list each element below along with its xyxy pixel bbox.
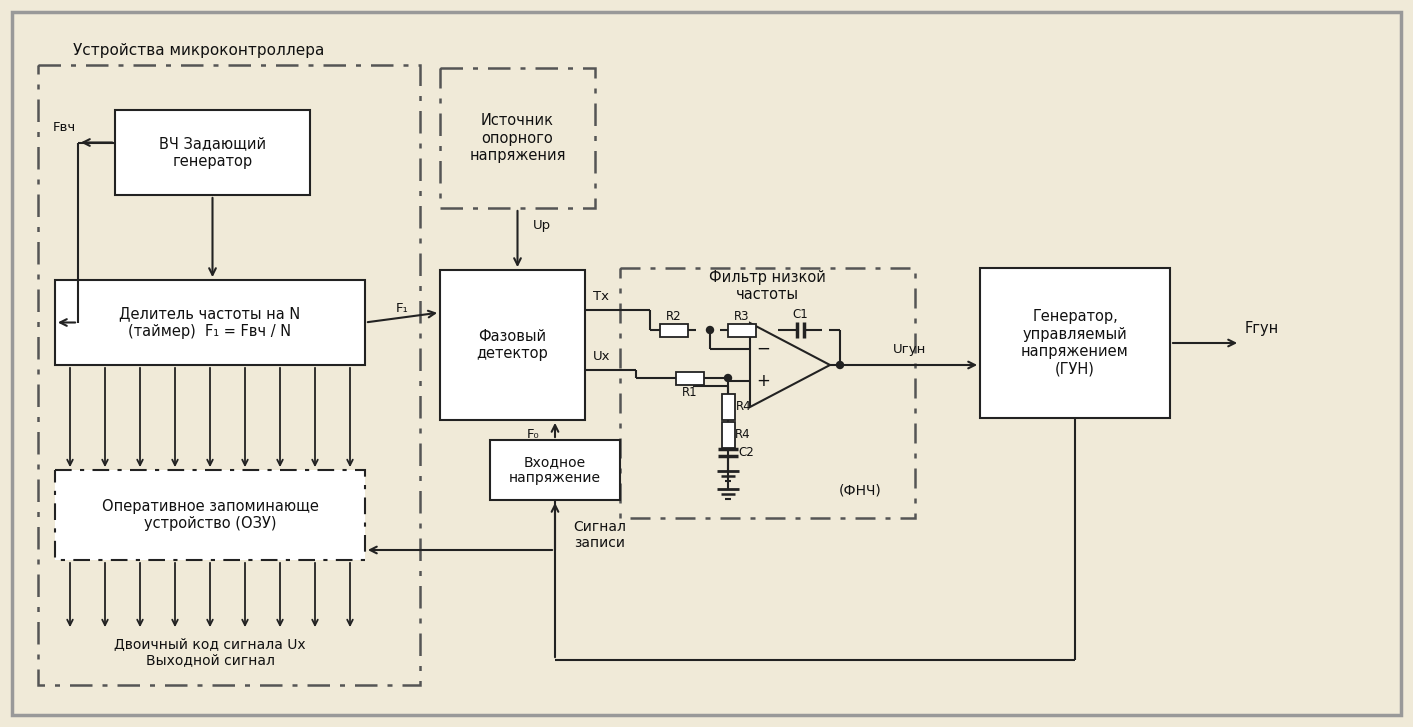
Bar [55, 280, 365, 365]
Bar [981, 268, 1170, 418]
Text: Tх: Tх [593, 291, 609, 303]
Text: Fвч: Fвч [52, 121, 76, 134]
Text: R3: R3 [735, 310, 750, 323]
Text: Входное
напряжение: Входное напряжение [509, 455, 601, 485]
Text: Uх: Uх [593, 350, 610, 364]
Bar [439, 270, 585, 420]
Text: Фильтр низкой
частоты: Фильтр низкой частоты [709, 270, 827, 302]
Bar [722, 394, 735, 420]
Text: Uгун: Uгун [893, 342, 927, 356]
Text: C2: C2 [738, 446, 755, 459]
Text: Генератор,
управляемый
напряжением
(ГУН): Генератор, управляемый напряжением (ГУН) [1022, 310, 1129, 377]
Text: −: − [756, 340, 770, 358]
Bar [490, 440, 620, 500]
Bar [114, 110, 309, 195]
Text: Двоичный код сигнала Uх
Выходной сигнал: Двоичный код сигнала Uх Выходной сигнал [114, 637, 305, 667]
Bar [728, 324, 756, 337]
Text: Делитель частоты на N
(таймер)  F₁ = Fвч / N: Делитель частоты на N (таймер) F₁ = Fвч … [119, 306, 301, 339]
Circle shape [706, 326, 714, 334]
Text: R4: R4 [736, 401, 752, 414]
Text: R1: R1 [682, 386, 698, 399]
Bar [55, 470, 365, 560]
Text: ВЧ Задающий
генератор: ВЧ Задающий генератор [158, 136, 266, 169]
Text: R2: R2 [666, 310, 682, 323]
Bar [620, 268, 916, 518]
Bar [660, 324, 688, 337]
Text: Источник
опорного
напряжения: Источник опорного напряжения [469, 113, 565, 163]
Text: Uр: Uр [533, 220, 551, 233]
Text: Fгун: Fгун [1245, 321, 1279, 335]
Text: +: + [756, 372, 770, 390]
Bar [38, 65, 420, 685]
Polygon shape [750, 323, 829, 407]
Bar [722, 422, 735, 448]
Text: R4: R4 [735, 428, 750, 441]
Text: F₁: F₁ [396, 302, 408, 315]
Circle shape [836, 361, 844, 369]
Text: F₀: F₀ [527, 427, 540, 441]
Bar [675, 371, 704, 385]
Circle shape [725, 374, 732, 382]
Text: C1: C1 [793, 308, 808, 321]
Text: Фазовый
детектор: Фазовый детектор [476, 329, 548, 361]
Text: Сигнал
записи: Сигнал записи [574, 520, 626, 550]
Text: Оперативное запоминающе
устройство (ОЗУ): Оперативное запоминающе устройство (ОЗУ) [102, 499, 318, 531]
Text: Устройства микроконтроллера: Устройства микроконтроллера [73, 42, 325, 57]
Bar [439, 68, 595, 208]
Text: (ФНЧ): (ФНЧ) [839, 483, 882, 497]
